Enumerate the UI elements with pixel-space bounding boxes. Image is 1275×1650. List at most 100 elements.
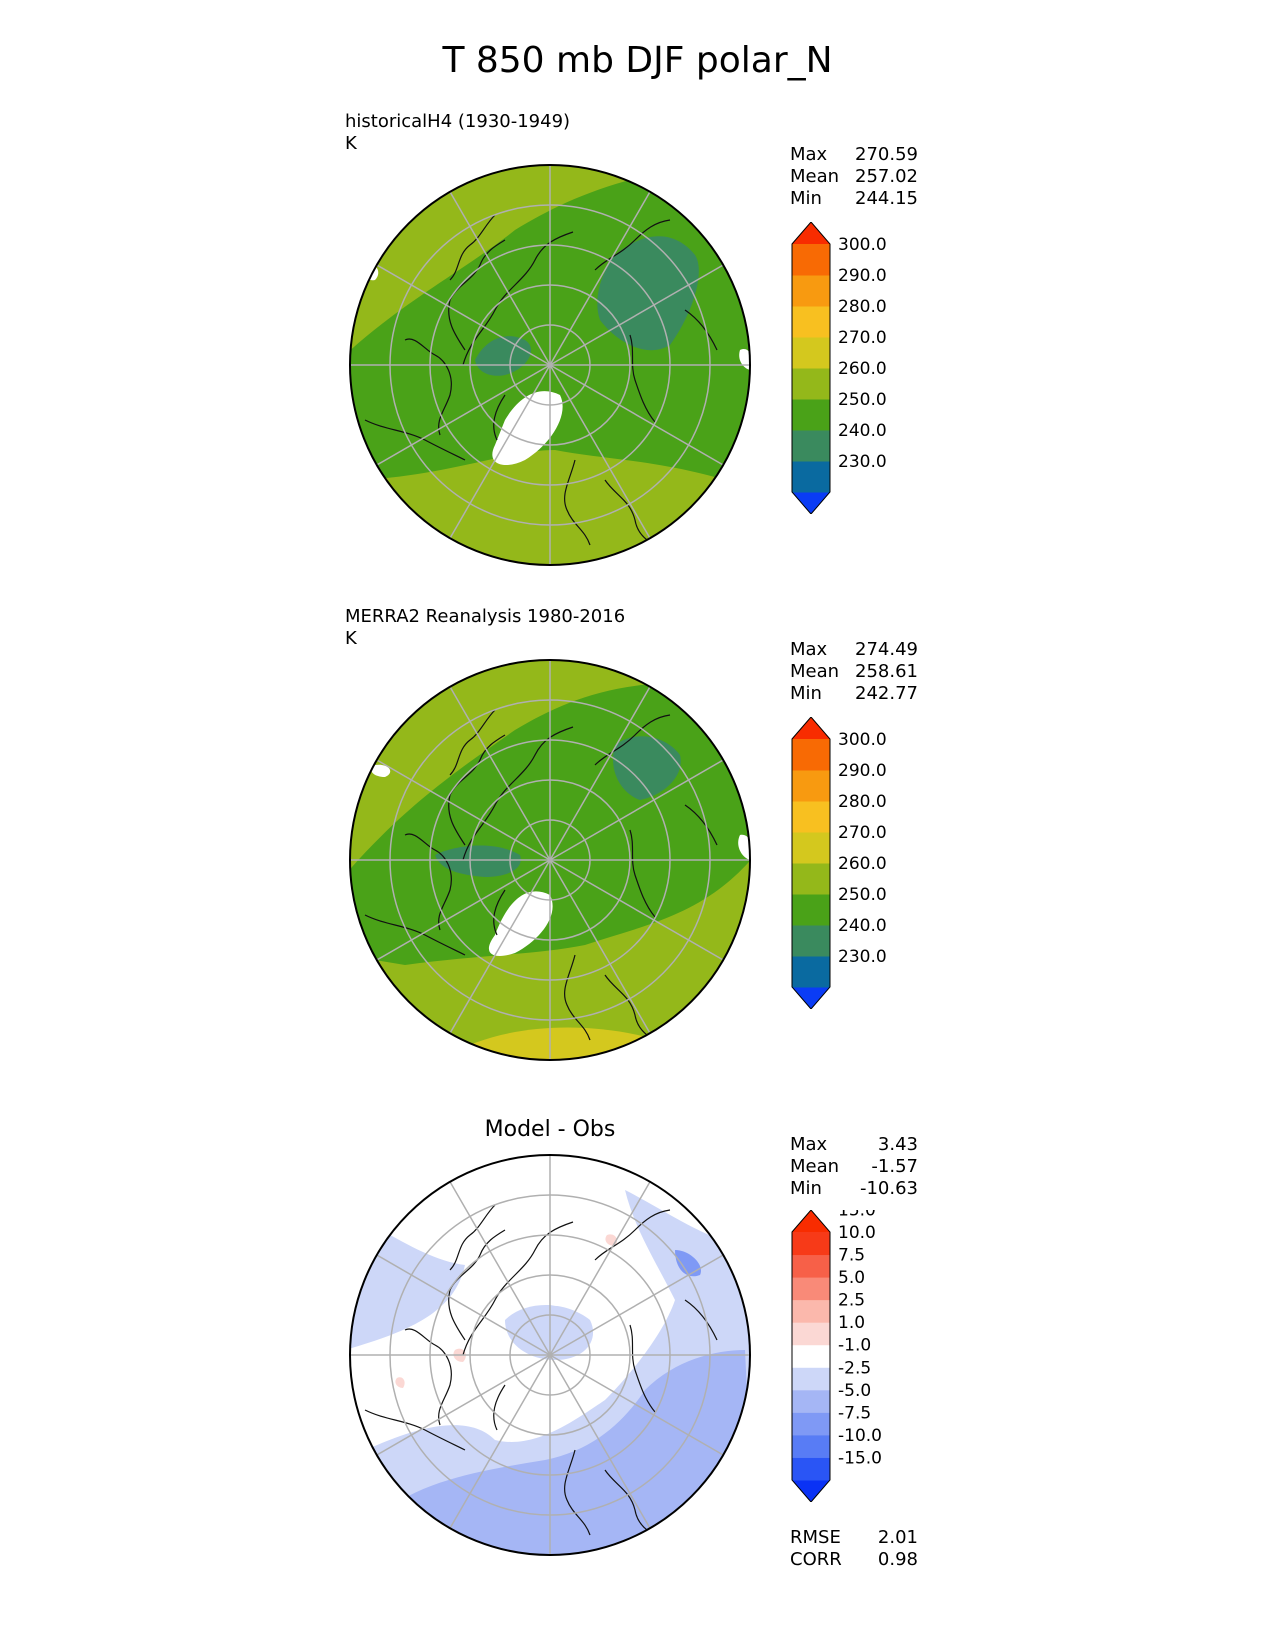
map-field (350, 660, 750, 1060)
longitude-line (376, 264, 551, 366)
longitude-line (549, 859, 724, 961)
colorbar-swatch (792, 306, 830, 338)
field-region (540, 1286, 570, 1306)
longitude-line (549, 1254, 724, 1356)
colorbar-swatch (792, 739, 830, 771)
colorbar-swatch (792, 863, 830, 895)
colorbar-swatch (792, 275, 830, 307)
field-region (675, 1250, 701, 1277)
coastline (493, 1384, 506, 1431)
colorbar-tick-label: 5.0 (838, 1268, 865, 1288)
panel1-units: K (345, 133, 357, 154)
stat-min-label: Min (790, 188, 822, 209)
colorbar-swatch (792, 430, 830, 462)
longitude-line (449, 1354, 551, 1529)
rmse-label: RMSE (790, 1527, 841, 1548)
longitude-line (449, 1181, 551, 1356)
field-region (613, 736, 681, 800)
longitude-line (549, 686, 651, 861)
coastline (629, 334, 656, 423)
longitude-line (449, 364, 551, 539)
coastline (448, 239, 506, 351)
coastline (462, 1221, 574, 1356)
missing-data-region (492, 391, 563, 465)
colorbar-swatch (792, 1232, 830, 1256)
colorbar-swatch (792, 461, 830, 493)
colorbar-tick-label: 280.0 (838, 297, 887, 317)
panel3-title: Model - Obs (484, 1117, 616, 1142)
stat-mean-label: Mean (790, 166, 840, 187)
longitude-line (376, 364, 551, 466)
coastline (684, 309, 718, 351)
longitude-line (376, 859, 551, 961)
coastline (364, 419, 466, 461)
panel3-stats: Max 3.43 Mean -1.57 Min -10.63 (790, 1134, 918, 1200)
colorbar-swatch (792, 1254, 830, 1278)
longitude-line (376, 759, 551, 861)
colorbar-tick-label: 260.0 (838, 359, 887, 379)
stat-min-label: Min (790, 1178, 822, 1199)
coastline (364, 1409, 466, 1451)
coastline (563, 1449, 591, 1536)
colorbar-swatch (792, 1412, 830, 1436)
field-region (395, 1377, 405, 1388)
panel3-colorbar: -15.0-10.0 -7.5-5.0 -2.5-1.0 1.02.5 5.07.5 10… (791, 1210, 882, 1502)
colorbar-tick-label: 300.0 (838, 730, 887, 750)
panel3-max: 3.43 (877, 1134, 918, 1155)
coastline (594, 714, 671, 766)
panel3-mean: -1.57 (871, 1156, 918, 1177)
colorbar-tick-label: 260.0 (838, 854, 887, 874)
panel1-mean: 257.02 (855, 166, 918, 187)
colorbar-tick-label: 290.0 (838, 761, 887, 781)
map-boundary (349, 659, 751, 1061)
coastline (449, 1204, 496, 1271)
longitude-line (549, 1354, 724, 1456)
colorbar-swatch (792, 368, 830, 400)
colorbar-tick-label: 310.0 (838, 222, 887, 224)
panel2-units: K (345, 628, 357, 649)
figure-title: T 850 mb DJF polar_N (442, 40, 833, 81)
colorbar-tick-label: 230.0 (838, 452, 887, 472)
colorbar-extend-top (792, 222, 830, 244)
corr-value: 0.98 (877, 1549, 918, 1570)
colorbar-tick-label: 2.5 (838, 1291, 865, 1311)
longitude-line (549, 264, 724, 366)
longitude-line (549, 759, 724, 861)
colorbar-extend-bottom (792, 987, 830, 1009)
colorbar-tick-label: 10.0 (838, 1223, 876, 1243)
panel2-min: 242.77 (855, 683, 918, 704)
coastline (629, 1324, 656, 1413)
map-field (350, 165, 750, 565)
colorbar-tick-label: -2.5 (838, 1358, 871, 1378)
panel3-min: -10.63 (859, 1178, 918, 1199)
coastline (563, 954, 591, 1041)
colorbar-tick-label: -15.0 (838, 1448, 882, 1468)
colorbar-extend-bottom (792, 1480, 830, 1502)
colorbar-tick-label: 270.0 (838, 328, 887, 348)
colorbar-swatch (792, 244, 830, 276)
panel1-title-text: historicalH4 (1930-1949) (345, 111, 571, 132)
stat-max-label: Max (790, 639, 828, 660)
field-region (350, 1350, 750, 1555)
colorbar-tick-label: 240.0 (838, 916, 887, 936)
colorbar-swatch (792, 801, 830, 833)
colorbar-outline (791, 222, 831, 514)
longitude-line (549, 364, 651, 539)
colorbar-swatch (792, 770, 830, 802)
panel1-stats: Max 270.59 Mean 257.02 Min 244.15 (790, 144, 918, 210)
colorbar-tick-label: 250.0 (838, 885, 887, 905)
colorbar-swatch (792, 1434, 830, 1458)
corr-label: CORR (790, 1549, 842, 1570)
coastline (629, 829, 656, 918)
colorbar-tick-label: -7.5 (838, 1403, 871, 1423)
rmse-value: 2.01 (877, 1527, 918, 1548)
coastline (449, 214, 496, 281)
colorbar-tick-label: 270.0 (838, 823, 887, 843)
coastline (364, 914, 466, 956)
colorbar-swatch (792, 1299, 830, 1323)
coastline (684, 1299, 718, 1341)
coastline (563, 459, 591, 546)
colorbar-tick-label: 290.0 (838, 266, 887, 286)
field-region (597, 236, 699, 351)
colorbar-outline (791, 717, 831, 1009)
